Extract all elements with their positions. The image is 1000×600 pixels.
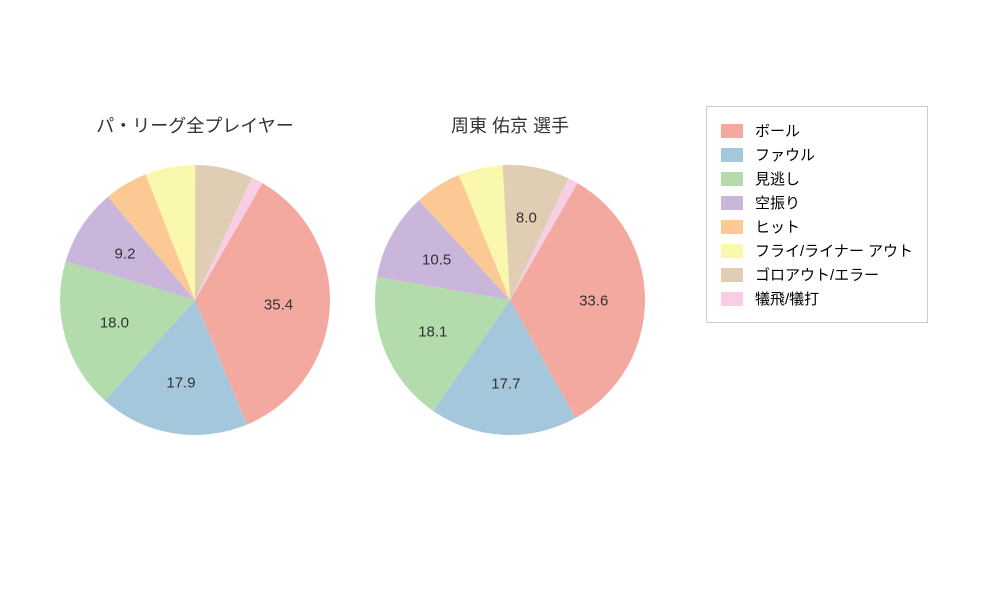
slice-label-ball: 35.4 (264, 297, 293, 314)
legend-swatch (721, 124, 743, 138)
slice-label-groundout: 8.0 (516, 209, 537, 226)
legend-swatch (721, 268, 743, 282)
slice-label-foul: 17.7 (491, 375, 520, 392)
legend-item-flyout: フライ/ライナー アウト (721, 240, 913, 261)
legend-item-swing: 空振り (721, 192, 913, 213)
legend: ボールファウル見逃し空振りヒットフライ/ライナー アウトゴロアウト/エラー犠飛/… (706, 106, 928, 323)
slice-label-looking: 18.0 (100, 314, 129, 331)
legend-item-looking: 見逃し (721, 168, 913, 189)
legend-item-hit: ヒット (721, 216, 913, 237)
legend-label: 見逃し (755, 168, 800, 189)
legend-label: ヒット (755, 216, 800, 237)
slice-label-foul: 17.9 (166, 374, 195, 391)
legend-item-groundout: ゴロアウト/エラー (721, 264, 913, 285)
slice-label-swing: 9.2 (115, 246, 136, 263)
legend-item-ball: ボール (721, 120, 913, 141)
legend-label: フライ/ライナー アウト (755, 240, 913, 261)
slice-label-ball: 33.6 (579, 292, 608, 309)
legend-swatch (721, 220, 743, 234)
legend-label: ファウル (755, 144, 815, 165)
legend-label: 犠飛/犠打 (755, 288, 819, 309)
slice-label-swing: 10.5 (422, 251, 451, 268)
legend-label: ゴロアウト/エラー (755, 264, 879, 285)
legend-swatch (721, 244, 743, 258)
legend-label: ボール (755, 120, 800, 141)
chart-stage: パ・リーグ全プレイヤー 35.4 17.9 18.0 9.2 周東 佑京 選手 33.6 17… (0, 0, 1000, 600)
legend-swatch (721, 196, 743, 210)
legend-item-sac: 犠飛/犠打 (721, 288, 913, 309)
legend-item-foul: ファウル (721, 144, 913, 165)
chart-title: パ・リーグ全プレイヤー (45, 112, 345, 138)
legend-label: 空振り (755, 192, 800, 213)
chart-title: 周東 佑京 選手 (360, 112, 660, 138)
slice-label-looking: 18.1 (418, 324, 447, 341)
legend-swatch (721, 172, 743, 186)
legend-swatch (721, 292, 743, 306)
legend-swatch (721, 148, 743, 162)
